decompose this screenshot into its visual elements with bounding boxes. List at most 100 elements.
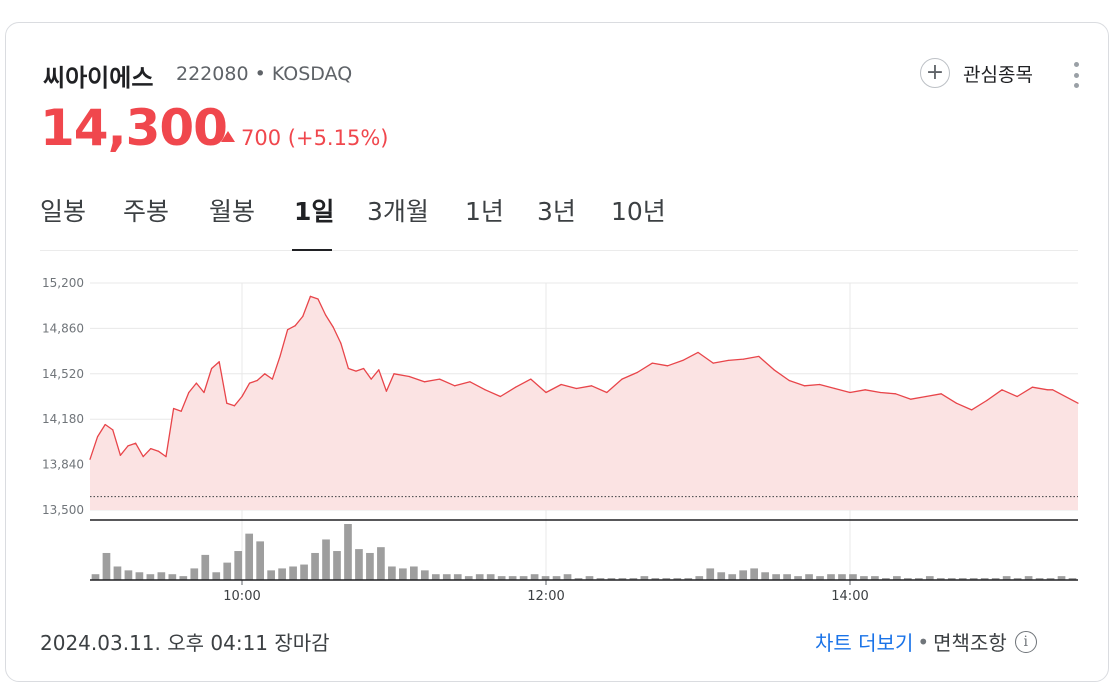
- x-tick-label: 10:00: [223, 589, 260, 600]
- y-tick-label: 13,500: [42, 503, 84, 517]
- tab-3-months[interactable]: 3개월: [367, 197, 429, 226]
- price-point: [910, 398, 912, 400]
- tab-daily-candle[interactable]: 일봉: [40, 197, 87, 226]
- volume-bar: [497, 576, 506, 580]
- volume-bar: [113, 566, 122, 580]
- price-point: [971, 409, 973, 411]
- price-point: [226, 402, 228, 404]
- volume-bar: [761, 572, 769, 580]
- more-options-icon[interactable]: [1070, 62, 1082, 88]
- info-icon[interactable]: i: [1014, 630, 1037, 653]
- price-change: 700 (+5.15%): [221, 126, 388, 150]
- footer-separator: •: [917, 629, 930, 654]
- price-point: [727, 359, 730, 362]
- price-point: [97, 435, 99, 438]
- y-tick-label: 14,180: [42, 412, 84, 426]
- price-point: [484, 389, 486, 391]
- disclaimer-link[interactable]: 면책조항: [933, 631, 1007, 655]
- volume-bar: [717, 572, 726, 580]
- volume-bar: [651, 578, 660, 580]
- volume-bar: [629, 578, 638, 580]
- volume-bar: [925, 576, 934, 580]
- tab-10-years[interactable]: 10년: [611, 197, 666, 226]
- volume-bar: [420, 570, 429, 580]
- tab-weekly-candle[interactable]: 주봉: [123, 197, 170, 226]
- price-point: [819, 383, 821, 386]
- price-point: [294, 325, 296, 327]
- price-point: [454, 385, 456, 387]
- x-tick-label: 12:00: [527, 589, 564, 600]
- price-point: [150, 447, 152, 450]
- volume-bar: [399, 568, 407, 580]
- tab-1-day[interactable]: 1일: [294, 197, 335, 226]
- volume-bar: [322, 539, 330, 580]
- tab-3-years[interactable]: 3년: [537, 197, 576, 226]
- volume-bar: [750, 568, 758, 580]
- volume-bar: [366, 552, 374, 580]
- price-point: [423, 381, 425, 383]
- volume-bar: [1002, 576, 1011, 580]
- price-point: [165, 455, 167, 458]
- volume-bar: [333, 551, 341, 580]
- price-point: [302, 315, 304, 317]
- price-point: [591, 385, 593, 387]
- more-chart-link[interactable]: 차트 더보기: [815, 631, 914, 655]
- stock-code-market: 222080 • KOSDAQ: [176, 63, 353, 85]
- volume-bar: [816, 576, 824, 580]
- y-tick-label: 14,860: [42, 321, 84, 335]
- volume-bar: [541, 576, 550, 580]
- price-point: [157, 450, 159, 452]
- price-point: [370, 378, 372, 380]
- price-point: [1077, 402, 1079, 404]
- volume-bar: [486, 574, 495, 580]
- volume-bar: [739, 570, 748, 580]
- volume-bar: [410, 566, 418, 580]
- price-area-fill: [90, 296, 1078, 510]
- price-point: [363, 367, 365, 370]
- volume-bar: [464, 576, 473, 580]
- tabs-divider: [40, 250, 1078, 251]
- volume-bar: [190, 568, 199, 580]
- intraday-price-chart[interactable]: 15,200 14,860 14,520 14,180 13,840 13,500 10:0…: [0, 260, 1112, 600]
- price-point: [203, 391, 205, 394]
- volume-bar: [772, 574, 780, 580]
- price-point: [560, 383, 562, 386]
- volume-bar: [124, 570, 133, 580]
- price-point: [773, 369, 775, 371]
- volume-bar: [453, 574, 462, 580]
- price-point: [89, 458, 91, 460]
- price-point: [180, 410, 182, 412]
- tab-1-year[interactable]: 1년: [465, 197, 504, 226]
- price-point: [1001, 389, 1003, 391]
- price-point: [712, 362, 714, 364]
- price-point: [1052, 389, 1054, 391]
- change-amount: 700: [241, 126, 282, 150]
- watchlist-label: 관심종목: [963, 63, 1033, 86]
- volume-bar: [838, 574, 846, 580]
- current-price: 14,300: [40, 99, 228, 157]
- price-point: [241, 395, 243, 398]
- price-point: [469, 381, 471, 383]
- volume-bar: [596, 578, 605, 580]
- price-point: [925, 395, 927, 398]
- price-point: [667, 365, 669, 367]
- volume-bar: [849, 574, 857, 580]
- price-point: [135, 442, 137, 444]
- price-point: [864, 389, 866, 391]
- add-watchlist-button[interactable]: + 관심종목: [920, 58, 1033, 88]
- price-point: [697, 351, 699, 354]
- active-tab-indicator: [292, 249, 332, 251]
- volume-bar: [969, 578, 978, 580]
- price-point: [1016, 395, 1018, 398]
- volume-bar: [882, 578, 890, 580]
- price-point: [393, 373, 395, 375]
- tab-monthly-candle[interactable]: 월봉: [209, 197, 256, 226]
- price-point: [743, 358, 745, 360]
- volume-bar: [475, 574, 484, 580]
- volume-bar: [640, 576, 649, 580]
- volume-bar: [673, 578, 682, 580]
- volume-bar: [245, 533, 254, 580]
- volume-bar: [893, 576, 901, 580]
- volume-bar: [377, 547, 385, 580]
- price-point: [788, 379, 790, 382]
